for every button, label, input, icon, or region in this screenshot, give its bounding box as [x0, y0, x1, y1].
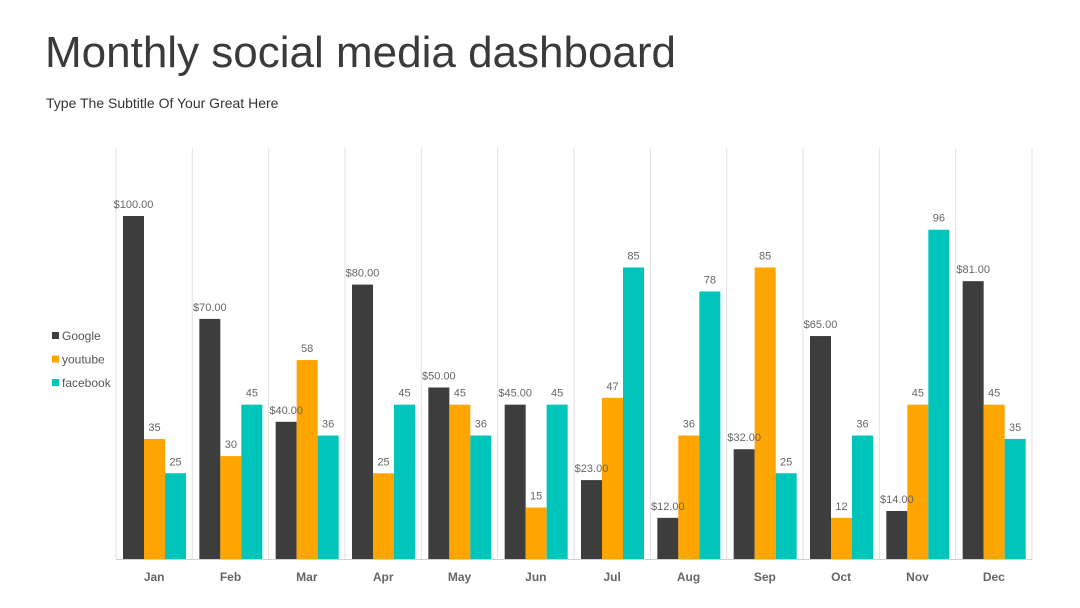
bar-facebook-jul: [623, 267, 644, 559]
bar-youtube-jun: [525, 507, 547, 559]
data-label: 85: [759, 250, 771, 262]
data-label: 85: [627, 250, 639, 262]
data-label: 15: [530, 491, 542, 503]
x-tick-label: May: [448, 570, 472, 584]
data-label: $70.00: [193, 302, 227, 314]
bar-youtube-jan: [144, 438, 165, 559]
bar-youtube-dec: [983, 404, 1005, 559]
bar-google-apr: [352, 284, 373, 559]
bar-facebook-oct: [852, 435, 873, 559]
data-label: 45: [454, 388, 466, 400]
x-tick-label: Aug: [677, 570, 700, 584]
bar-youtube-oct: [831, 517, 852, 559]
data-label: 36: [856, 419, 868, 431]
bar-google-mar: [275, 421, 297, 559]
chart-bars: [123, 216, 1026, 559]
data-label: 25: [169, 456, 181, 468]
x-tick-label: Jul: [603, 570, 620, 584]
data-label: 45: [988, 388, 1000, 400]
legend-swatch-youtube: [52, 355, 59, 363]
bar-facebook-apr: [394, 404, 415, 559]
data-label: 35: [1009, 422, 1021, 434]
bar-google-sep: [733, 449, 755, 559]
bar-google-jun: [504, 404, 526, 559]
bar-youtube-mar: [296, 360, 318, 559]
data-label: 45: [912, 388, 924, 400]
data-label: $12.00: [651, 501, 685, 513]
data-label: $50.00: [422, 371, 456, 383]
bar-youtube-jul: [602, 397, 623, 559]
bar-facebook-nov: [928, 229, 950, 559]
bar-facebook-feb: [241, 404, 263, 559]
x-tick-label: Mar: [296, 570, 318, 584]
data-label: 36: [475, 419, 487, 431]
data-label: 45: [551, 388, 563, 400]
bar-youtube-apr: [373, 473, 394, 559]
data-label: $81.00: [956, 264, 990, 276]
bar-google-dec: [962, 281, 984, 559]
data-label: 36: [322, 419, 334, 431]
legend-swatch-google: [52, 332, 59, 339]
bar-youtube-may: [449, 404, 471, 559]
x-tick-label: Oct: [831, 570, 851, 584]
chart-grid: [115, 148, 1033, 560]
data-label: 25: [780, 456, 792, 468]
bar-facebook-sep: [775, 473, 797, 559]
bar-google-aug: [657, 517, 679, 559]
bar-youtube-nov: [907, 404, 929, 559]
x-tick-label: Sep: [754, 570, 776, 584]
bar-facebook-mar: [317, 435, 339, 559]
legend-swatch-facebook: [52, 379, 59, 386]
chart-category-axis: Jan Feb Mar Apr May Jun Jul Aug Sep Oct Nov Dec: [144, 570, 1005, 584]
chart-data-labels: $100.00 35 25 $70.00 30 45 $40.00 58 36 $80.00 25 4…: [114, 199, 1022, 513]
data-label: 58: [301, 343, 313, 355]
data-label: $32.00: [727, 432, 761, 444]
data-label: 25: [377, 456, 389, 468]
data-label: $14.00: [880, 494, 914, 506]
bar-google-may: [428, 387, 450, 559]
data-label: $65.00: [804, 319, 838, 331]
x-tick-label: Jan: [144, 570, 165, 584]
bar-google-nov: [886, 510, 908, 559]
bar-facebook-jun: [546, 404, 568, 559]
data-label: 35: [148, 422, 160, 434]
bar-youtube-aug: [678, 435, 700, 559]
x-tick-label: Nov: [906, 570, 929, 584]
x-tick-label: Jun: [525, 570, 546, 584]
data-label: $40.00: [269, 405, 303, 417]
bar-facebook-jan: [165, 473, 186, 559]
data-label: $80.00: [346, 268, 380, 280]
page-subtitle: Type The Subtitle Of Your Great Here: [46, 95, 279, 111]
data-label: 45: [398, 388, 410, 400]
bar-google-jul: [581, 480, 602, 559]
legend-label-google: Google: [62, 329, 101, 343]
bar-google-oct: [810, 336, 831, 559]
data-label: $100.00: [114, 199, 154, 211]
legend-label-facebook: facebook: [62, 376, 112, 390]
data-label: 30: [225, 439, 237, 451]
data-label: $45.00: [498, 388, 532, 400]
bar-facebook-may: [470, 435, 492, 559]
bar-youtube-sep: [754, 267, 776, 559]
page-title: Monthly social media dashboard: [45, 28, 677, 77]
data-label: 12: [835, 501, 847, 513]
bar-facebook-aug: [699, 291, 721, 559]
x-tick-label: Apr: [373, 570, 394, 584]
data-label: 36: [683, 419, 695, 431]
data-label: 96: [933, 213, 945, 225]
bar-facebook-dec: [1004, 438, 1026, 559]
data-label: 78: [704, 274, 716, 286]
x-tick-label: Feb: [220, 570, 241, 584]
bar-youtube-feb: [220, 456, 242, 559]
chart-legend: Google youtube facebook: [52, 329, 112, 390]
x-tick-label: Dec: [983, 570, 1005, 584]
bar-google-jan: [123, 216, 144, 559]
data-label: $23.00: [575, 463, 609, 475]
data-label: 47: [606, 381, 618, 393]
bar-google-feb: [199, 318, 221, 559]
legend-label-youtube: youtube: [62, 353, 105, 367]
data-label: 45: [246, 388, 258, 400]
